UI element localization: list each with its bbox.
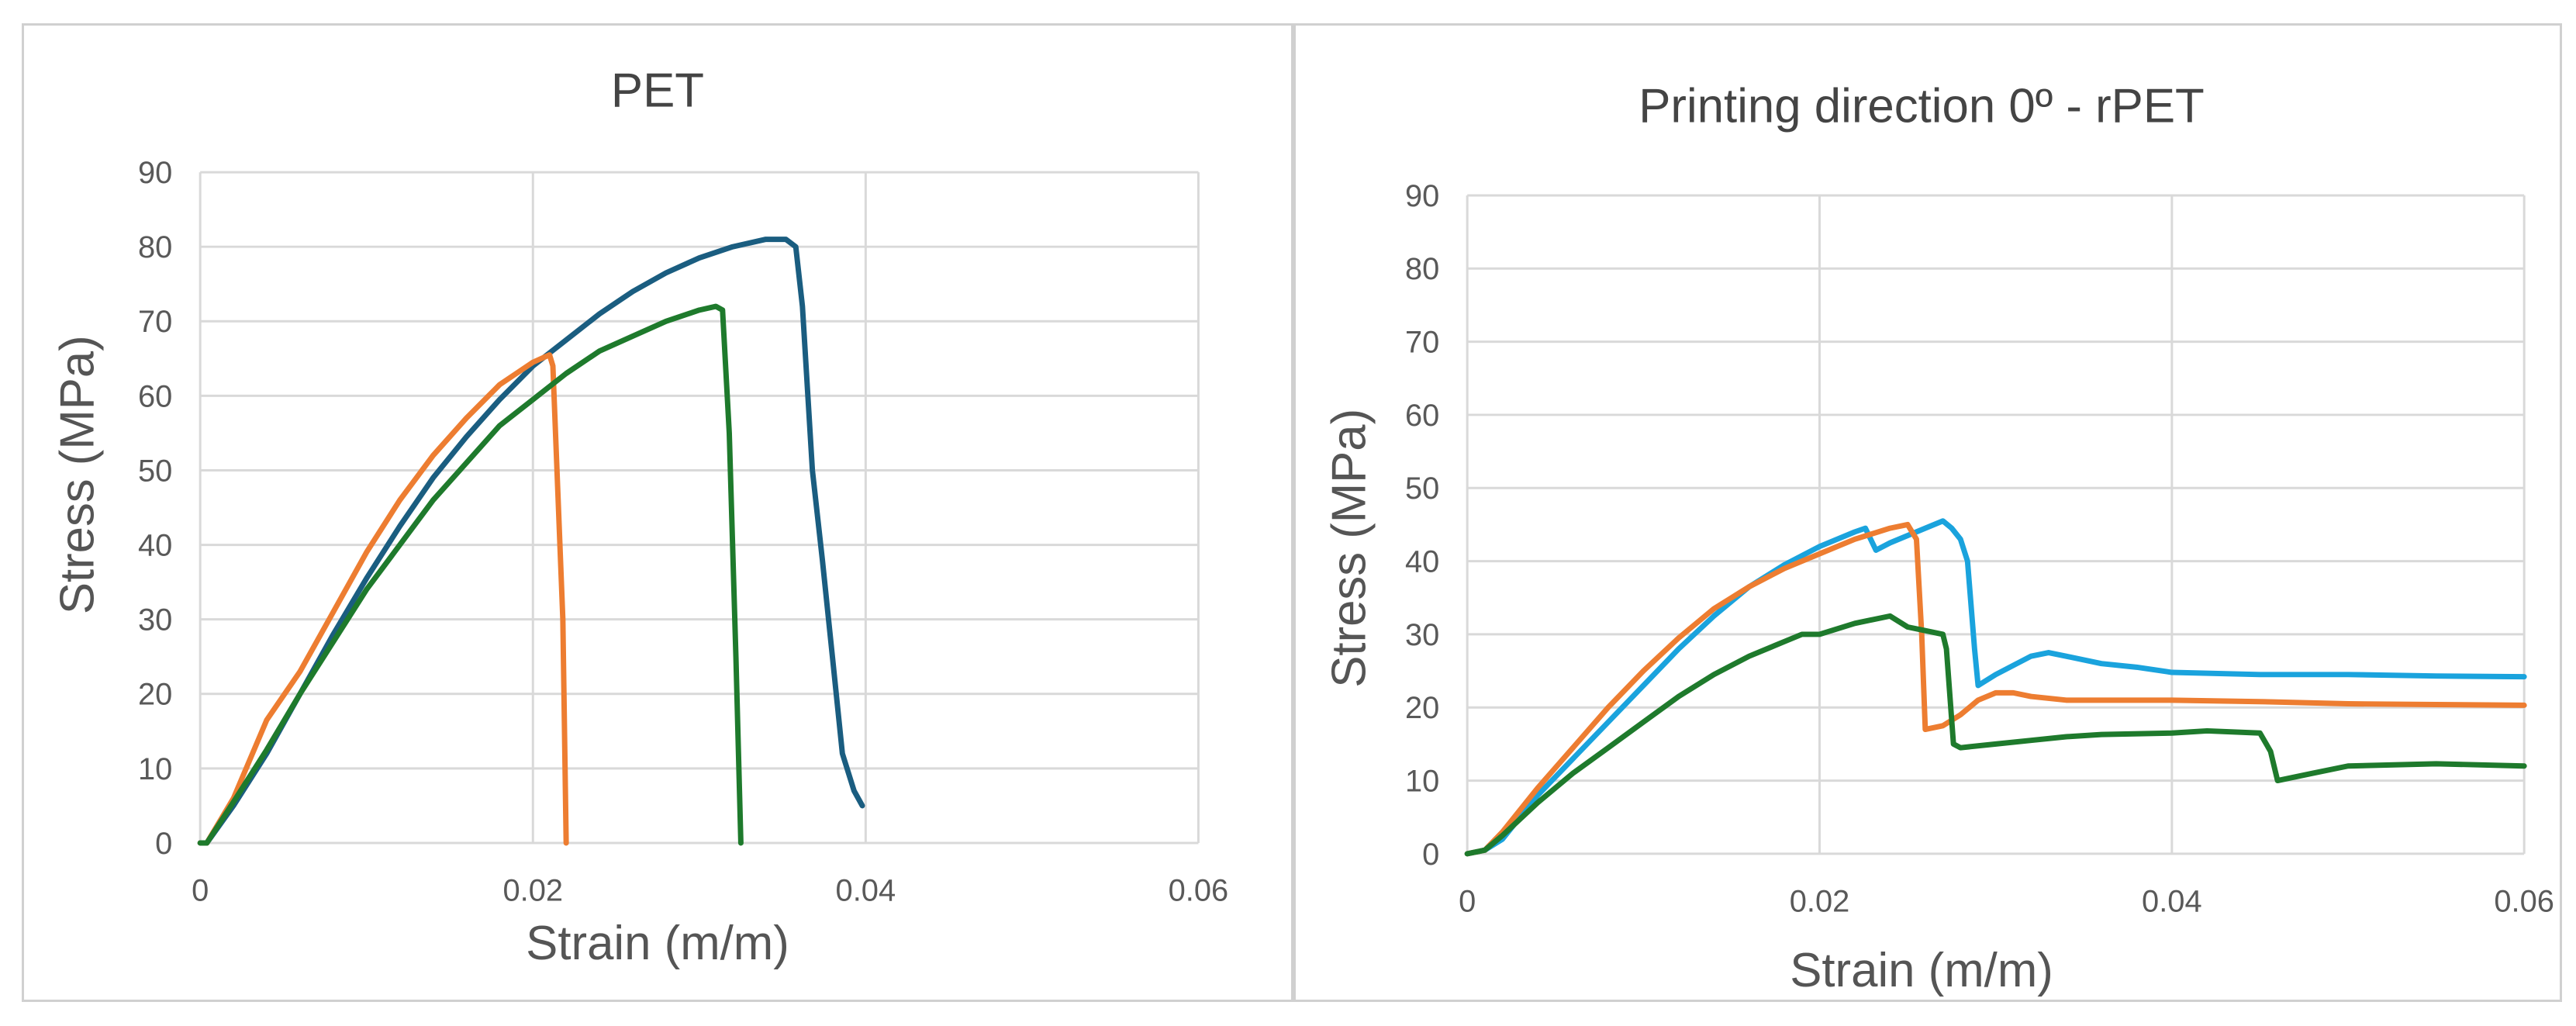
x-tick-label: 0 xyxy=(1459,885,1476,919)
x-axis-title: Strain (m/m) xyxy=(1790,944,2053,997)
chart-panel-pet: PET 0 10 20 30 40 50 60 70 80 90 0 0.02 0.04 0.06 Str… xyxy=(22,23,1293,1002)
y-tick-label: 80 xyxy=(1405,252,1439,286)
x-tick-label: 0.06 xyxy=(1169,874,1229,908)
series-line-2 xyxy=(1464,521,2527,857)
y-tick-label: 40 xyxy=(138,529,172,563)
series-line-2 xyxy=(197,352,569,846)
y-tick-label: 10 xyxy=(138,752,172,786)
chart-title: PET xyxy=(611,64,704,118)
series-line-3 xyxy=(197,303,744,846)
x-tick-label: 0.02 xyxy=(1790,885,1850,919)
y-tick-label: 0 xyxy=(1422,838,1439,872)
pet-chart: PET 0 10 20 30 40 50 60 70 80 90 0 0.02 0.04 0.06 Str… xyxy=(51,64,1229,971)
x-tick-label: 0 xyxy=(192,874,209,908)
y-tick-label: 30 xyxy=(1405,618,1439,652)
series-line-3 xyxy=(1464,613,2527,857)
y-axis-title: Stress (MPa) xyxy=(51,335,105,614)
y-tick-label: 0 xyxy=(155,827,172,861)
y-tick-label: 80 xyxy=(138,230,172,264)
y-tick-label: 10 xyxy=(1405,765,1439,799)
series-line-1 xyxy=(1464,518,2527,857)
series-line-1 xyxy=(197,237,865,846)
y-tick-label: 70 xyxy=(138,305,172,339)
y-tick-label: 60 xyxy=(138,379,172,413)
rpet-chart: Printing direction 0º - rPET 0 10 20 30 40 50… xyxy=(1323,79,2554,997)
chart-title: Printing direction 0º - rPET xyxy=(1638,79,2205,133)
chart-panel-rpet: Printing direction 0º - rPET 0 10 20 30 40 50… xyxy=(1293,23,2562,1002)
y-tick-label: 50 xyxy=(1405,472,1439,506)
y-tick-label: 20 xyxy=(138,678,172,712)
x-tick-label: 0.06 xyxy=(2494,885,2554,919)
y-tick-label: 20 xyxy=(1405,691,1439,725)
y-tick-label: 90 xyxy=(138,156,172,190)
y-tick-label: 70 xyxy=(1405,326,1439,360)
y-tick-label: 90 xyxy=(1405,179,1439,213)
x-axis-title: Strain (m/m) xyxy=(526,917,789,970)
x-tick-label: 0.04 xyxy=(836,874,896,908)
y-axis-title: Stress (MPa) xyxy=(1323,409,1376,688)
y-tick-label: 50 xyxy=(138,454,172,488)
x-tick-label: 0.04 xyxy=(2142,885,2202,919)
y-tick-label: 40 xyxy=(1405,545,1439,579)
y-tick-label: 60 xyxy=(1405,399,1439,433)
x-tick-label: 0.02 xyxy=(502,874,563,908)
y-tick-label: 30 xyxy=(138,603,172,637)
